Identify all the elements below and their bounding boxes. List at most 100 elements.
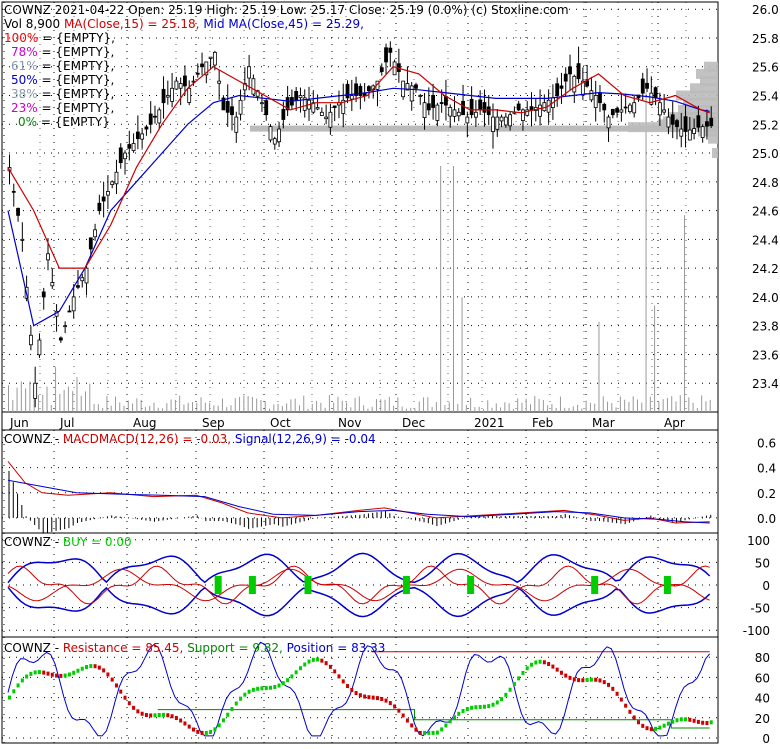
buy-tick-label: 0: [762, 579, 770, 593]
candle-body: [610, 108, 615, 116]
rsp-step-marker: [239, 696, 243, 701]
rsp-step-marker: [418, 730, 422, 735]
rsp-step-marker: [555, 667, 559, 672]
buy-marker: [467, 575, 475, 595]
volume-bar: [294, 398, 296, 412]
volume-bar: [354, 397, 356, 412]
rsp-step-marker: [8, 695, 11, 700]
volume-bar: [217, 405, 219, 412]
rsp-step-marker: [153, 713, 157, 718]
volume-bar: [371, 406, 373, 412]
candle-body: [486, 106, 491, 116]
rsp-tick-label: 0: [762, 732, 770, 745]
volume-bar: [440, 166, 442, 412]
volume-bar: [179, 395, 181, 412]
volume-profile-bar: [690, 83, 718, 94]
rsp-step-marker: [33, 670, 37, 675]
candle-body: [563, 73, 568, 82]
candle-body: [491, 116, 495, 132]
volume-profile-bar: [696, 68, 718, 79]
price-tick-label: 24.4: [752, 233, 779, 247]
candle-body: [705, 121, 709, 127]
date-axis-label: Sep: [202, 416, 225, 430]
volume-bar: [127, 400, 129, 412]
buy-marker: [248, 575, 256, 595]
candle-body: [619, 109, 624, 113]
candle-body: [187, 87, 192, 103]
date-axis-label: Feb: [532, 416, 553, 430]
rsp-step-marker: [512, 682, 516, 687]
fib-level-percent: 78%: [11, 45, 38, 59]
candle-body: [649, 92, 654, 105]
volume-bar: [320, 402, 322, 412]
rsp-step-marker: [709, 720, 713, 725]
rsp-step-marker: [341, 679, 345, 684]
candle-body: [542, 102, 547, 112]
rsp-step-marker: [16, 683, 20, 688]
volume-bar: [542, 400, 544, 412]
candle-body: [16, 207, 20, 216]
volume-bar: [25, 388, 27, 412]
volume-bar: [688, 397, 690, 412]
candle-body: [653, 87, 658, 99]
candle-body: [538, 104, 542, 117]
rsp-step-marker: [692, 718, 696, 723]
candle-body: [606, 116, 611, 129]
volume-bar: [594, 403, 596, 412]
date-axis-label: Aug: [133, 416, 156, 430]
rsp-step-marker: [658, 725, 662, 730]
volume-bar: [80, 395, 82, 412]
volume-bar: [615, 407, 617, 412]
rsp-step-marker: [487, 704, 491, 709]
candle-body: [264, 100, 269, 116]
candle-body: [157, 109, 162, 124]
fib-level-value: = {EMPTY},: [38, 31, 115, 45]
fib-level-label: 0% = {EMPTY}: [18, 115, 110, 129]
buy-title-segment: COWNZ -: [4, 535, 63, 549]
volume-profile-bar: [712, 148, 718, 159]
rsp-step-marker: [85, 665, 89, 670]
candle-body: [281, 109, 286, 120]
volume-bar: [658, 402, 660, 412]
volume-bar: [346, 402, 348, 412]
candle-body: [97, 202, 102, 211]
candle-body: [683, 116, 688, 132]
rsp-step-marker: [183, 721, 187, 726]
rsp-step-marker: [358, 693, 362, 698]
rsp-step-marker: [636, 720, 640, 725]
volume-bar: [226, 407, 228, 412]
rsp-step-marker: [174, 716, 178, 721]
rsp-step-marker: [286, 678, 290, 683]
volume-bar: [230, 405, 232, 412]
rsp-step-marker: [585, 677, 589, 682]
rsp-step-marker: [371, 695, 375, 700]
volume-bar: [277, 403, 279, 412]
volume-bar: [93, 404, 95, 412]
volume-bar: [410, 407, 412, 412]
volume-bar: [452, 166, 454, 412]
candle-body: [679, 128, 684, 137]
rsp-step-marker: [551, 664, 555, 669]
candle-body: [409, 85, 414, 102]
volume-bar: [50, 405, 52, 412]
volume-bar: [37, 394, 39, 412]
candle-body: [298, 95, 303, 99]
candle-body: [615, 108, 619, 113]
price-tick-label: 25.8: [752, 32, 779, 46]
candle-body: [225, 101, 230, 113]
candle-body: [379, 67, 384, 72]
candle-body: [251, 78, 256, 95]
candle-body: [148, 113, 153, 125]
rsp-panel-frame: [1, 636, 719, 744]
rsp-step-marker: [114, 683, 118, 688]
volume-bar: [187, 402, 189, 412]
volume-bar: [183, 404, 185, 412]
candle-body: [212, 51, 217, 66]
candle-body: [456, 111, 461, 117]
rsp-step-marker: [196, 729, 200, 734]
candle-body: [93, 229, 97, 238]
volume-bar: [512, 408, 514, 412]
candle-body: [444, 96, 448, 106]
rsp-step-marker: [170, 714, 174, 719]
candle-body: [645, 82, 649, 89]
